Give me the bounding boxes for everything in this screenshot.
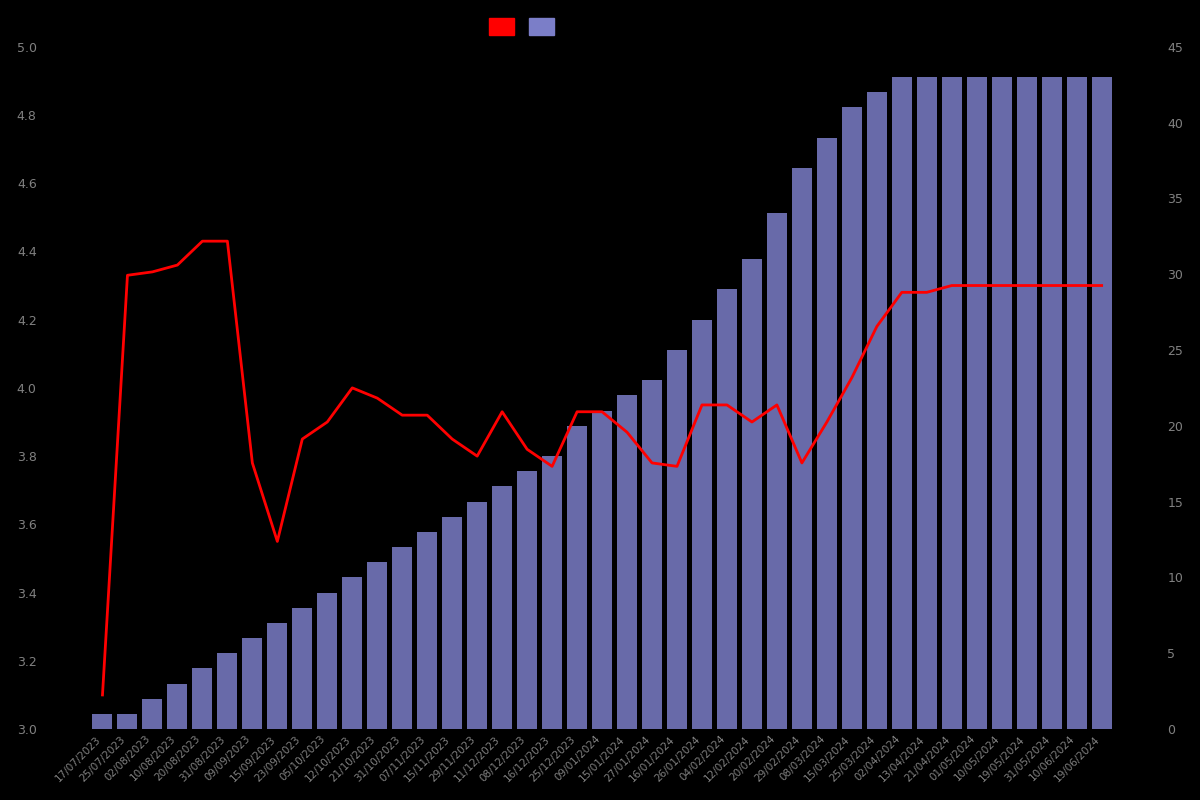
- Bar: [492, 486, 512, 729]
- Bar: [642, 380, 662, 729]
- Bar: [342, 578, 362, 729]
- Bar: [92, 714, 113, 729]
- Bar: [892, 77, 912, 729]
- Bar: [392, 547, 413, 729]
- Bar: [1092, 77, 1111, 729]
- Bar: [792, 168, 812, 729]
- Bar: [942, 77, 961, 729]
- Bar: [592, 410, 612, 729]
- Bar: [866, 92, 887, 729]
- Bar: [667, 350, 686, 729]
- Bar: [1042, 77, 1062, 729]
- Bar: [268, 623, 287, 729]
- Bar: [118, 714, 138, 729]
- Bar: [317, 593, 337, 729]
- Bar: [716, 290, 737, 729]
- Bar: [442, 517, 462, 729]
- Bar: [242, 638, 263, 729]
- Bar: [517, 471, 538, 729]
- Bar: [1016, 77, 1037, 729]
- Bar: [1067, 77, 1087, 729]
- Bar: [617, 395, 637, 729]
- Bar: [418, 532, 437, 729]
- Bar: [467, 502, 487, 729]
- Bar: [293, 608, 312, 729]
- Bar: [991, 77, 1012, 729]
- Bar: [168, 683, 187, 729]
- Bar: [767, 214, 787, 729]
- Bar: [967, 77, 986, 729]
- Bar: [143, 698, 162, 729]
- Bar: [742, 259, 762, 729]
- Bar: [917, 77, 937, 729]
- Bar: [367, 562, 388, 729]
- Bar: [692, 320, 712, 729]
- Bar: [842, 107, 862, 729]
- Legend: , : ,: [484, 13, 564, 41]
- Bar: [192, 669, 212, 729]
- Bar: [217, 654, 238, 729]
- Bar: [568, 426, 587, 729]
- Bar: [817, 138, 836, 729]
- Bar: [542, 456, 562, 729]
